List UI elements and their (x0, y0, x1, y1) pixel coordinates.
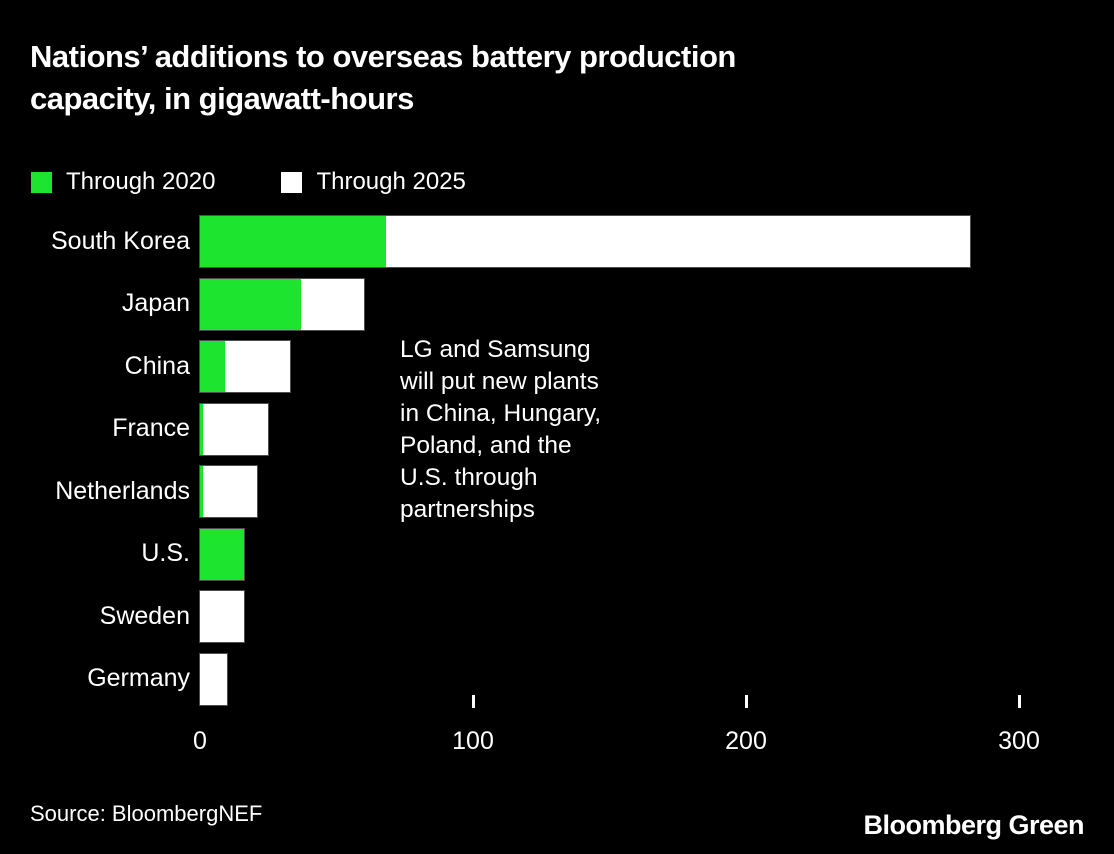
x-axis-tick-label: 300 (998, 727, 1040, 755)
category-label: South Korea (51, 226, 190, 255)
chart-annotation: LG and Samsung will put new plants in Ch… (400, 334, 601, 526)
annotation-line: U.S. through (400, 464, 538, 491)
bar-japan (200, 278, 364, 330)
bar-south-korea (200, 216, 970, 267)
category-label: Germany (87, 664, 190, 692)
annotation-line: LG and Samsung (400, 336, 591, 363)
x-axis-tick-label: 0 (193, 727, 207, 755)
bar-segment-through-2020 (200, 278, 301, 330)
x-axis-tick-label: 100 (452, 727, 494, 755)
bar-netherlands (200, 466, 258, 517)
bar-segment-through-2025 (200, 653, 228, 705)
x-axis-tick (745, 695, 748, 708)
legend-item-2025: Through 2025 (281, 168, 466, 196)
chart-title-line2: capacity, in gigawatt-hours (30, 81, 414, 116)
source-credit: Source: BloombergNEF (30, 801, 263, 826)
legend-swatch-green (31, 171, 52, 193)
category-label: U.S. (141, 539, 190, 567)
legend-label-2025: Through 2025 (316, 168, 466, 195)
annotation-line: partnerships (400, 496, 535, 523)
chart-title: Nations’ additions to overseas battery p… (30, 36, 736, 120)
category-label: Japan (121, 289, 190, 317)
legend-item-2020: Through 2020 (31, 168, 215, 196)
bar-segment-through-2025 (224, 341, 291, 392)
bar-segment-through-2020 (200, 216, 386, 267)
legend-label-2020: Through 2020 (66, 168, 216, 195)
bar-u-s (200, 528, 244, 580)
annotation-line: Poland, and the (400, 432, 572, 459)
bar-segment-through-2025 (385, 216, 970, 267)
bar-china (200, 341, 291, 392)
annotation-line: will put new plants (400, 368, 599, 395)
annotation-line: in China, Hungary, (400, 400, 602, 427)
x-axis-tick (1018, 695, 1021, 708)
bar-germany (200, 653, 228, 705)
x-axis-tick-label: 200 (725, 727, 767, 755)
bar-segment-through-2025 (202, 466, 258, 517)
bar-segment-through-2020 (200, 466, 203, 517)
bar-segment-through-2020 (200, 403, 203, 455)
legend-swatch-white (281, 171, 303, 193)
bar-segment-through-2020 (200, 341, 225, 392)
x-axis-tick (472, 695, 475, 708)
bar-segment-through-2025 (301, 278, 364, 330)
category-label: Netherlands (55, 476, 190, 505)
bloomberg-green-logo: Bloomberg Green (863, 810, 1084, 840)
bar-segment-through-2020 (200, 528, 244, 580)
category-label: Sweden (99, 601, 190, 630)
bar-segment-through-2025 (200, 591, 244, 642)
chart-title-line1: Nations’ additions to overseas battery p… (30, 39, 736, 74)
category-label: China (124, 351, 190, 380)
bar-france (200, 403, 269, 455)
bar-sweden (200, 591, 244, 642)
category-label: France (112, 414, 190, 442)
legend: Through 2020 Through 2025 (31, 168, 466, 196)
bar-segment-through-2025 (202, 403, 269, 455)
